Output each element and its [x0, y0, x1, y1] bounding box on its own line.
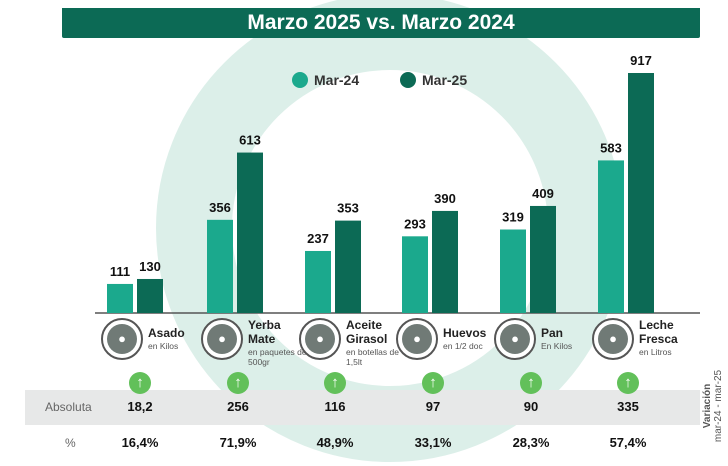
data-label: 613	[239, 133, 261, 148]
legend-label: Mar-24	[314, 72, 359, 88]
product-name: Yerba Mate	[248, 318, 281, 346]
absolute-value: 335	[617, 399, 639, 414]
bar-mar-24	[305, 250, 331, 313]
data-label: 130	[139, 259, 161, 274]
arrow-up-icon: ↑	[422, 372, 444, 394]
arrow-up-icon: ↑	[617, 372, 639, 394]
product-unit: en botellas de 1,5lt	[346, 347, 399, 367]
absolute-row	[25, 390, 700, 425]
variation-label: Variación mar-24 - mar-25	[702, 361, 724, 451]
legend-label: Mar-25	[422, 72, 467, 88]
percent-label: %	[65, 436, 76, 450]
data-label: 409	[532, 186, 554, 201]
product-unit: en 1/2 doc	[443, 341, 483, 351]
bar-mar-24	[402, 236, 428, 313]
bar-mar-25	[237, 152, 263, 313]
arrow-up-icon: ↑	[129, 372, 151, 394]
data-label: 390	[434, 191, 456, 206]
milk-icon: ●	[598, 324, 628, 354]
bar-mar-25	[530, 205, 556, 313]
meat-icon: ●	[107, 324, 137, 354]
product-icon-wrap: ●	[396, 318, 438, 360]
bar-mar-25	[335, 220, 361, 313]
product-icon-wrap: ●	[299, 318, 341, 360]
absolute-value: 97	[425, 399, 441, 414]
product-label: Pan En Kilos	[541, 326, 601, 351]
oil-bottle-icon: ●	[305, 324, 335, 354]
product-name: Huevos	[443, 326, 487, 340]
bar-mar-24	[598, 160, 624, 313]
product-name: Pan	[541, 326, 564, 340]
data-label: 583	[600, 140, 622, 155]
product-icon-wrap: ●	[201, 318, 243, 360]
data-label: 356	[209, 200, 231, 215]
product-unit: En Kilos	[541, 341, 573, 351]
product-label: Leche Fresca en Litros	[639, 318, 699, 357]
arrow-up-icon: ↑	[520, 372, 542, 394]
arrow-up-icon: ↑	[227, 372, 249, 394]
absolute-value: 18,2	[127, 399, 153, 414]
absolute-value: 116	[324, 399, 346, 414]
product-label: Aceite Girasol en botellas de 1,5lt	[346, 318, 406, 367]
product-name: Leche Fresca	[639, 318, 678, 346]
legend-swatch-mar-24	[292, 72, 308, 88]
bar-mar-25	[628, 73, 654, 313]
percent-value: 48,9%	[316, 435, 354, 450]
bar-mar-24	[500, 229, 526, 313]
bread-icon: ●	[500, 324, 530, 354]
arrow-up-icon: ↑	[324, 372, 346, 394]
product-unit: en Kilos	[148, 341, 179, 351]
data-label: 319	[502, 210, 524, 225]
product-icon-wrap: ●	[101, 318, 143, 360]
bar-chart: Mar-24 Mar-25 111 130 356 613 237 353 293 390 319 4…	[95, 53, 700, 314]
percent-value: 71,9%	[219, 435, 257, 450]
product-label: Asado en Kilos	[148, 326, 208, 351]
percent-value: 16,4%	[121, 435, 159, 450]
product-icon-wrap: ●	[592, 318, 634, 360]
legend-swatch-mar-25	[400, 72, 416, 88]
product-unit: en Litros	[639, 347, 672, 357]
product-unit: en paquetes de 500gr	[248, 347, 307, 367]
percent-value: 33,1%	[414, 435, 452, 450]
percent-value: 57,4%	[609, 435, 647, 450]
data-label: 353	[337, 201, 359, 216]
bar-mar-25	[432, 210, 458, 313]
absolute-value: 256	[227, 399, 249, 414]
variation-title: Variación	[702, 383, 713, 429]
product-label: Yerba Mate en paquetes de 500gr	[248, 318, 308, 367]
data-label: 917	[630, 53, 652, 68]
absolute-value: 90	[523, 399, 539, 414]
percent-value: 28,3%	[512, 435, 550, 450]
product-icon-wrap: ●	[494, 318, 536, 360]
bar-mar-24	[207, 219, 233, 313]
bar-mar-25	[137, 278, 163, 313]
product-name: Asado	[148, 326, 185, 340]
bar-mar-24	[107, 283, 133, 313]
product-name: Aceite Girasol	[346, 318, 388, 346]
data-label: 111	[110, 264, 130, 279]
eggs-icon: ●	[402, 324, 432, 354]
data-label: 293	[404, 216, 426, 231]
yerba-package-icon: ●	[207, 324, 237, 354]
product-label: Huevos en 1/2 doc	[443, 326, 503, 351]
data-label: 237	[307, 231, 329, 246]
absolute-label: Absoluta	[45, 400, 92, 414]
variation-period: mar-24 - mar-25	[713, 369, 724, 443]
chart-title: Marzo 2025 vs. Marzo 2024	[62, 8, 700, 38]
